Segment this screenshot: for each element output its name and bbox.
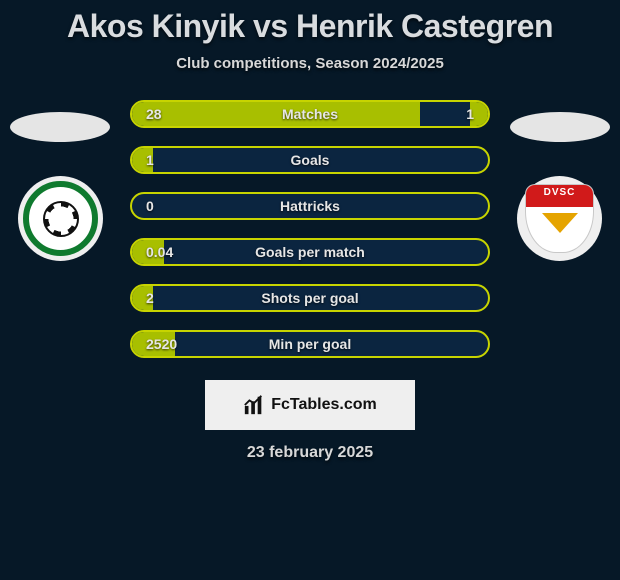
stat-label: Goals <box>202 152 418 168</box>
club-badge-left <box>18 176 103 261</box>
stat-bars: 28Matches11Goals0Hattricks0.04Goals per … <box>130 100 490 358</box>
date-text: 23 february 2025 <box>0 444 620 462</box>
page-title: Akos Kinyik vs Henrik Castegren <box>0 0 620 45</box>
stat-value-right: 1 <box>418 106 488 122</box>
stat-label: Min per goal <box>202 336 418 352</box>
stat-bar: 28Matches1 <box>130 100 490 128</box>
stat-bar: 2520Min per goal <box>130 330 490 358</box>
brand-footer: FcTables.com <box>205 380 415 430</box>
bar-chart-icon <box>243 394 265 416</box>
stat-bar: 2Shots per goal <box>130 284 490 312</box>
player-photo-right <box>510 112 610 142</box>
comparison-panel: DVSC 28Matches11Goals0Hattricks0.04Goals… <box>0 100 620 358</box>
stat-label: Shots per goal <box>202 290 418 306</box>
club-badge-right-bird-icon <box>542 213 578 233</box>
club-badge-right-shield: DVSC <box>525 184 594 253</box>
stat-value-left: 1 <box>132 152 202 168</box>
player-photo-left <box>10 112 110 142</box>
stat-label: Hattricks <box>202 198 418 214</box>
brand-text: FcTables.com <box>271 396 377 414</box>
stat-value-left: 2 <box>132 290 202 306</box>
stat-bar: 0Hattricks <box>130 192 490 220</box>
club-badge-left-inner <box>23 181 98 256</box>
stat-value-left: 28 <box>132 106 202 122</box>
page-subtitle: Club competitions, Season 2024/2025 <box>0 55 620 72</box>
stat-value-left: 2520 <box>132 336 202 352</box>
stat-label: Goals per match <box>202 244 418 260</box>
club-badge-right: DVSC <box>517 176 602 261</box>
stat-label: Matches <box>202 106 418 122</box>
club-badge-right-abbr: DVSC <box>526 187 593 198</box>
stat-value-left: 0 <box>132 198 202 214</box>
stat-value-left: 0.04 <box>132 244 202 260</box>
stat-bar: 1Goals <box>130 146 490 174</box>
stat-bar: 0.04Goals per match <box>130 238 490 266</box>
